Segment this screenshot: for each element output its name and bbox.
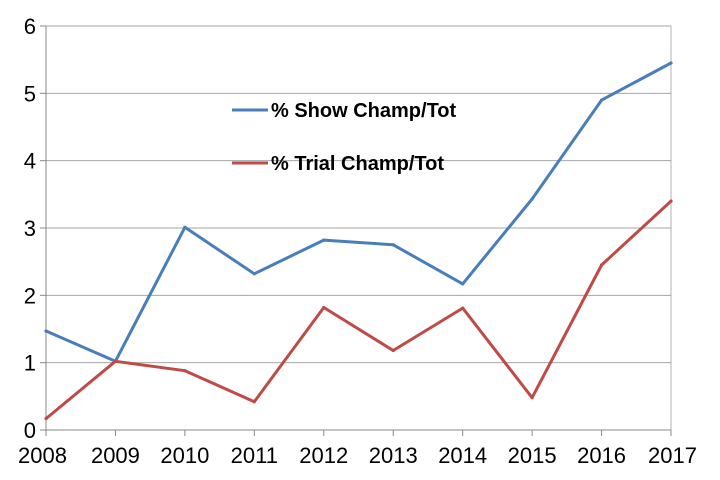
y-tick-label: 5 [24,81,36,106]
legend-label: % Trial Champ/Tot [271,153,444,175]
series-line-1 [44,61,673,363]
data-point [391,348,395,353]
y-tick-label: 6 [24,14,36,39]
x-tick-label: 2016 [577,443,626,468]
data-point [322,305,326,310]
data-point [113,359,118,363]
x-tick-label: 2010 [160,443,209,468]
x-axis-tick-labels: 2008 2009 2010 2011 2012 2013 2014 2015 2016 2017 [18,443,697,468]
x-tick-label: 2017 [648,443,697,468]
x-tick-label: 2008 [18,443,67,468]
data-point [183,369,187,373]
data-point [530,396,534,400]
data-point [183,225,187,229]
y-axis-tick-labels: 0 1 2 3 4 5 6 [24,14,36,443]
data-point [599,263,604,267]
legend: % Show Champ/Tot % Trial Champ/Tot [232,100,457,175]
gridlines [40,25,671,431]
data-point [530,197,534,201]
data-point [599,98,604,102]
y-tick-label: 3 [24,216,36,241]
x-tick-label: 2014 [438,443,487,468]
x-tick-label: 2013 [369,443,418,468]
series-line-2 [44,199,673,421]
data-point [44,329,48,333]
series-lines [44,61,673,421]
y-tick-label: 4 [24,149,36,174]
data-point [44,416,48,421]
data-point [669,61,673,65]
x-tick-label: 2011 [231,443,278,468]
data-point [322,238,326,242]
x-tick-label: 2015 [508,443,557,468]
x-axis-ticks [45,430,672,436]
y-tick-label: 1 [24,351,36,376]
data-point [461,282,465,286]
data-point [461,306,465,310]
data-point [252,272,256,276]
data-point [252,400,256,404]
data-point [669,199,673,203]
legend-label: % Show Champ/Tot [271,100,457,122]
x-tick-label: 2009 [91,443,140,468]
data-point [391,243,395,247]
x-tick-label: 2012 [299,443,348,468]
y-tick-label: 2 [24,283,36,308]
y-tick-label: 0 [24,418,36,443]
